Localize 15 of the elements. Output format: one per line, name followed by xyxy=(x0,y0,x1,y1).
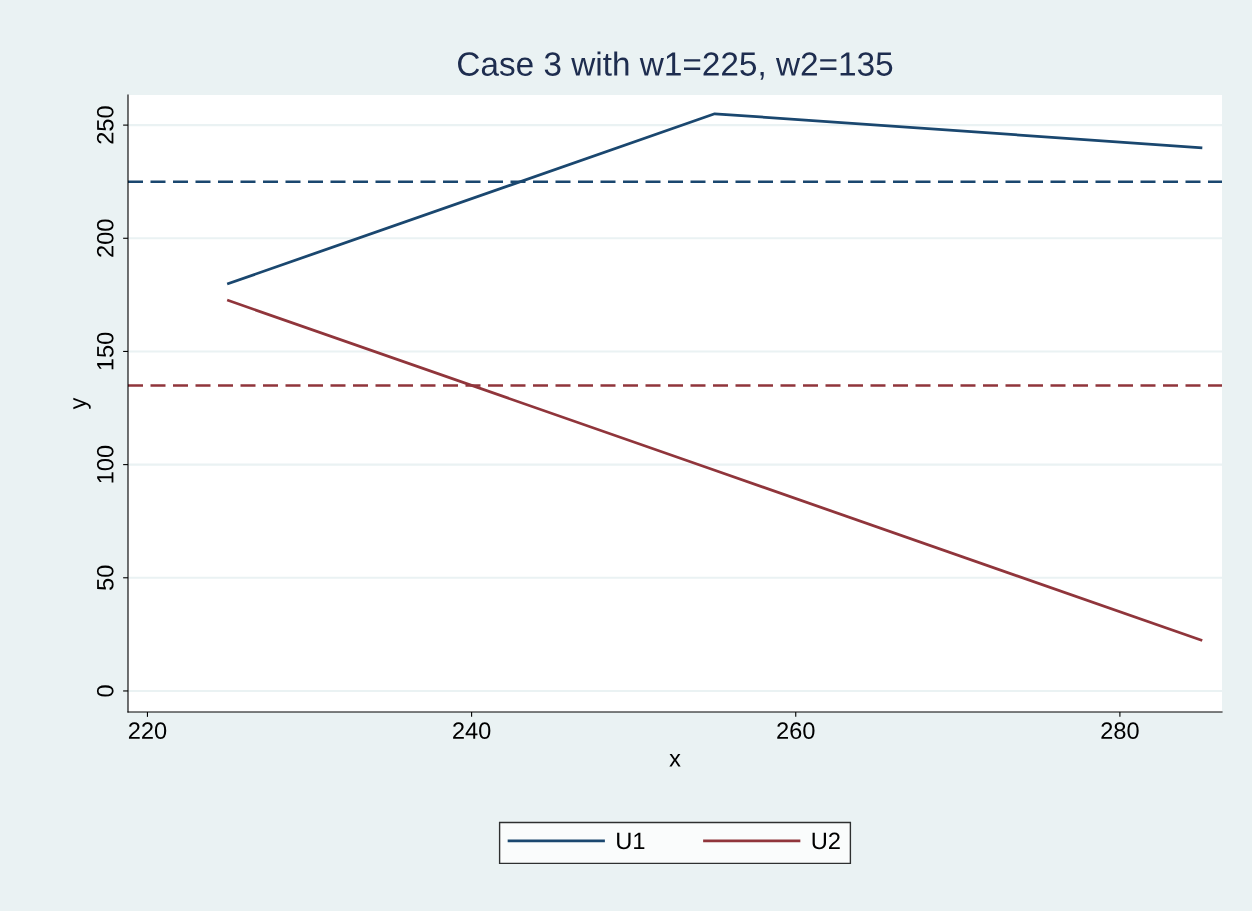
y-tick-label: 0 xyxy=(96,685,114,697)
y-tick-label: 150 xyxy=(96,332,114,370)
x-tick-label: 260 xyxy=(777,722,815,740)
y-tick-label: 50 xyxy=(96,565,114,590)
y-tick-label: 200 xyxy=(96,219,114,257)
chart-title: Case 3 with w1=225, w2=135 xyxy=(458,51,893,80)
x-tick-label: 220 xyxy=(128,722,167,740)
legend-label: U2 xyxy=(812,832,840,850)
y-tick-label: 100 xyxy=(96,445,114,483)
x-axis-title: x xyxy=(669,753,681,767)
y-axis-title: y xyxy=(73,397,91,410)
y-tick-label: 250 xyxy=(96,106,114,144)
x-tick-label: 280 xyxy=(1101,722,1139,740)
x-tick-label: 240 xyxy=(453,722,491,740)
legend-label: U1 xyxy=(617,832,645,850)
